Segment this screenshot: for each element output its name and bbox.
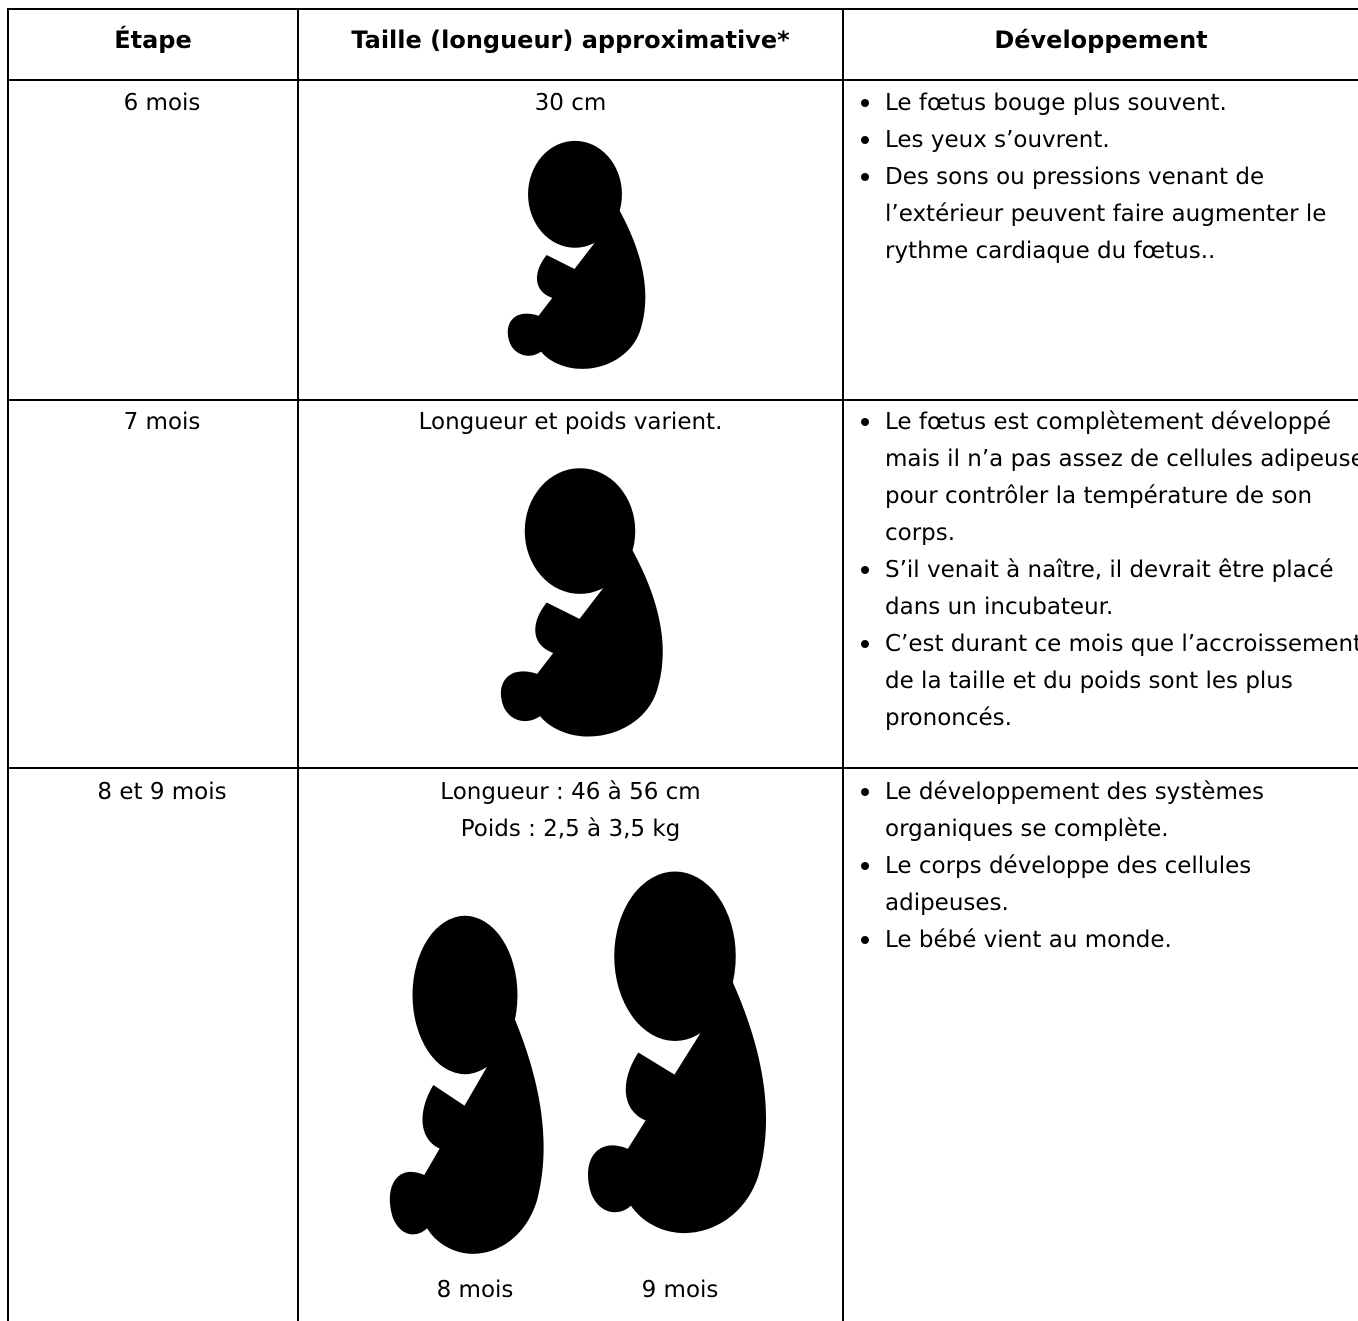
development-item: Le fœtus est complètement développé mais… [861,404,1358,552]
row-border [7,79,1358,81]
size: 30 cm [534,90,607,116]
development-item: Le corps développe des cellules adipeuse… [861,848,1358,922]
development-item: S’il venait à naître, il devrait être pl… [861,552,1358,626]
fetus-illustration [507,140,646,369]
development-list: Le fœtus bouge plus souvent. Les yeux s’… [855,85,1358,270]
development-item: Le bébé vient au monde. [861,922,1358,959]
development-item: Le fœtus bouge plus souvent. [861,85,1358,122]
row-border [7,767,1358,769]
row-border [7,399,1358,401]
fetus-illustration [500,468,663,737]
development-list: Le développement des systèmes organiques… [855,774,1358,959]
size: Longueur et poids varient. [418,409,723,435]
fetus-illustration [389,915,544,1254]
image-label: 8 mois [436,1277,514,1303]
size: Longueur : 46 à 56 cm [440,779,701,805]
header-cell: Développement [994,26,1208,54]
development-item: C’est durant ce mois que l’accroissement… [861,626,1358,737]
development-list: Le fœtus est complètement développé mais… [855,404,1358,737]
development-item: Les yeux s’ouvrent. [861,122,1358,159]
development-item: Le développement des systèmes organiques… [861,774,1358,848]
image-label: 9 mois [641,1277,719,1303]
table-border [7,8,9,1321]
stage: 8 et 9 mois [97,779,227,805]
table-border [7,8,1358,10]
stage: 6 mois [123,90,201,116]
column-border [297,8,299,1321]
size: Poids : 2,5 à 3,5 kg [460,816,681,842]
column-border [842,8,844,1321]
header-cell: Taille (longueur) approximative* [351,26,790,54]
fetus-illustration [587,871,767,1234]
stage: 7 mois [123,409,201,435]
development-item: Des sons ou pressions venant de l’extéri… [861,159,1358,270]
header-cell: Étape [114,26,192,54]
